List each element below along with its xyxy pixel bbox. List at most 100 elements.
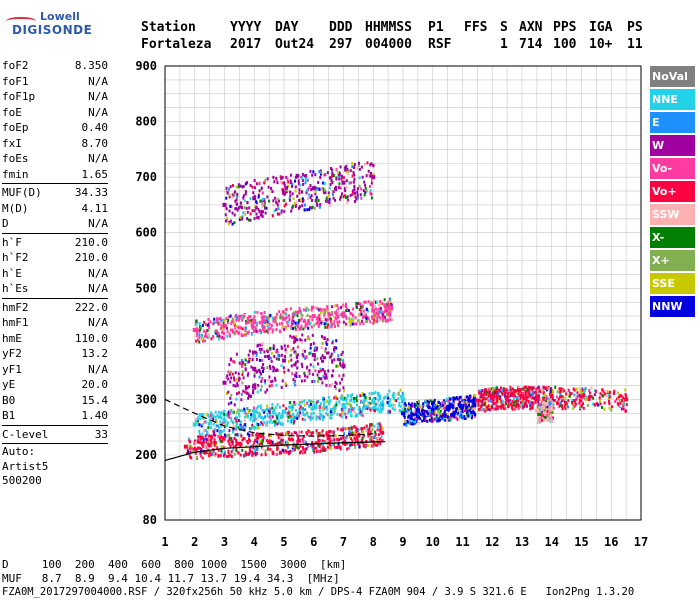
echo-point: [351, 191, 354, 195]
echo-point: [387, 402, 390, 406]
echo-point: [379, 310, 382, 314]
echo-point: [339, 437, 342, 441]
echo-point: [371, 179, 374, 183]
echo-point: [624, 388, 627, 392]
echo-point: [318, 406, 321, 410]
echo-point: [338, 438, 341, 442]
echo-point: [309, 317, 312, 321]
echo-point: [319, 172, 322, 176]
echo-point: [292, 443, 295, 447]
echo-point: [270, 434, 273, 438]
echo-point: [223, 428, 226, 432]
echo-point: [375, 402, 378, 406]
echo-point: [519, 389, 522, 393]
echo-point: [351, 165, 354, 169]
echo-point: [238, 378, 241, 382]
echo-point: [224, 189, 227, 193]
echo-point: [481, 389, 484, 393]
echo-point: [357, 407, 360, 411]
echo-point: [237, 206, 240, 210]
echo-point: [305, 431, 308, 435]
param-value: 20.0: [81, 378, 109, 391]
echo-point: [287, 324, 290, 328]
echo-point: [297, 446, 300, 450]
echo-point: [478, 391, 481, 395]
echo-point: [359, 193, 362, 197]
echo-point: [239, 420, 242, 424]
echo-point: [241, 372, 244, 376]
echo-point: [372, 313, 375, 317]
echo-point: [367, 444, 370, 448]
echo-point: [258, 368, 261, 372]
echo-point: [404, 402, 407, 406]
echo-point: [482, 402, 485, 406]
echo-point: [256, 311, 259, 315]
echo-point: [358, 308, 361, 312]
echo-point: [263, 329, 266, 333]
echo-point: [337, 171, 340, 175]
echo-point: [338, 320, 341, 324]
echo-point: [505, 398, 508, 402]
param-row-clevel: C-level 33: [2, 427, 108, 443]
echo-point: [282, 449, 285, 453]
echo-point: [272, 175, 275, 179]
echo-point: [540, 388, 543, 392]
echo-point: [236, 208, 239, 212]
echo-point: [403, 408, 406, 412]
echo-point: [346, 307, 349, 311]
echo-point: [355, 322, 358, 326]
echo-point: [546, 405, 549, 409]
echo-point: [411, 420, 414, 424]
echo-point: [306, 428, 309, 432]
echo-point: [297, 182, 300, 186]
echo-point: [443, 401, 446, 405]
series-o-trace-1st-hop-oblique: [192, 388, 405, 437]
echo-point: [246, 414, 249, 418]
echo-point: [351, 431, 354, 435]
param-row: foF1p N/A: [2, 89, 108, 105]
echo-point: [334, 434, 337, 438]
param-row: hmF2 222.0: [2, 300, 108, 316]
echo-point: [213, 443, 216, 447]
echo-point: [309, 351, 312, 355]
echo-point: [326, 318, 329, 322]
echo-point: [260, 312, 263, 316]
echo-point: [362, 443, 365, 447]
echo-point: [256, 445, 259, 449]
echo-point: [254, 409, 257, 413]
echo-point: [353, 173, 356, 177]
echo-point: [242, 211, 245, 215]
echo-point: [413, 402, 416, 406]
echo-point: [263, 203, 266, 207]
echo-point: [618, 405, 621, 409]
echo-point: [206, 336, 209, 340]
echo-point: [334, 304, 337, 308]
echo-point: [312, 341, 315, 345]
echo-point: [372, 318, 375, 322]
echo-point: [211, 452, 214, 456]
echo-point: [293, 448, 296, 452]
echo-point: [327, 191, 330, 195]
echo-point: [199, 437, 202, 441]
echo-point: [582, 406, 585, 410]
echo-point: [333, 445, 336, 449]
echo-point: [268, 327, 271, 331]
echo-point: [298, 402, 301, 406]
echo-point: [449, 415, 452, 419]
echo-point: [338, 402, 341, 406]
echo-point: [219, 434, 222, 438]
digisonde-logo: Lowell DIGISONDE: [6, 10, 92, 40]
echo-point: [245, 320, 248, 324]
echo-point: [286, 445, 289, 449]
echo-point: [352, 319, 355, 323]
echo-point: [314, 173, 317, 177]
echo-point: [492, 387, 495, 391]
echo-point: [310, 198, 313, 202]
echo-point: [206, 442, 209, 446]
echo-point: [246, 440, 249, 444]
echo-point: [233, 213, 236, 217]
echo-point: [315, 446, 318, 450]
echo-point: [322, 187, 325, 191]
echo-point: [322, 441, 325, 445]
echo-point: [317, 441, 320, 445]
